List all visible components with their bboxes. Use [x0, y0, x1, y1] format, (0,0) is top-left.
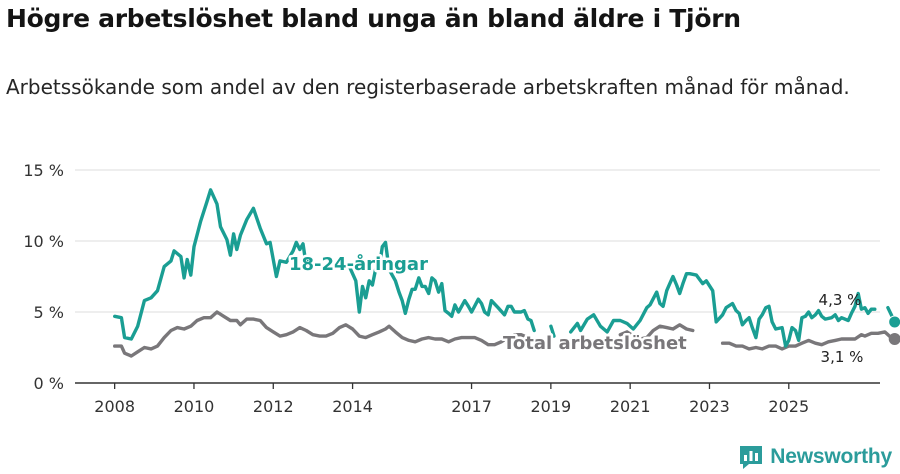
- brand-name: Newsworthy: [770, 445, 892, 468]
- y-tick-label: 10 %: [23, 232, 64, 251]
- series-label-total-halo: Total arbetslöshet: [503, 333, 687, 354]
- series-end-point-total: [888, 332, 900, 345]
- x-tick-label: 2021: [610, 397, 651, 416]
- newsworthy-brand: Newsworthy: [738, 444, 892, 470]
- series-line-18-24: [113, 188, 897, 348]
- x-tick-label: 2019: [531, 397, 572, 416]
- x-tick-label: 2014: [332, 397, 373, 416]
- end-value-label-total: 3,1 %: [821, 348, 864, 366]
- y-tick-label: 0 %: [34, 374, 64, 393]
- bar-chart-speech-bubble-icon: [740, 446, 763, 469]
- x-tick-label: 2023: [689, 397, 730, 416]
- series-label-18-24-halo: 18-24-åringar: [289, 253, 428, 275]
- series-label-18-24: 18-24-åringar: [289, 253, 428, 275]
- end-value-label-18-24: 4,3 %: [819, 291, 862, 309]
- chart-title: Högre arbetslöshet bland unga än bland ä…: [6, 4, 741, 33]
- series-label-total: Total arbetslöshet: [503, 333, 687, 354]
- y-tick-label: 5 %: [34, 303, 64, 322]
- x-tick-label: 2010: [174, 397, 215, 416]
- series-end-point-18-24: [888, 315, 900, 329]
- x-tick-label: 2008: [94, 397, 135, 416]
- x-tick-label: 2017: [451, 397, 492, 416]
- x-tick-label: 2012: [253, 397, 294, 416]
- y-tick-label: 15 %: [23, 161, 64, 180]
- chart-subtitle: Arbetssökande som andel av den registerb…: [6, 75, 850, 99]
- x-tick-label: 2025: [768, 397, 809, 416]
- series-line-total: [113, 310, 897, 358]
